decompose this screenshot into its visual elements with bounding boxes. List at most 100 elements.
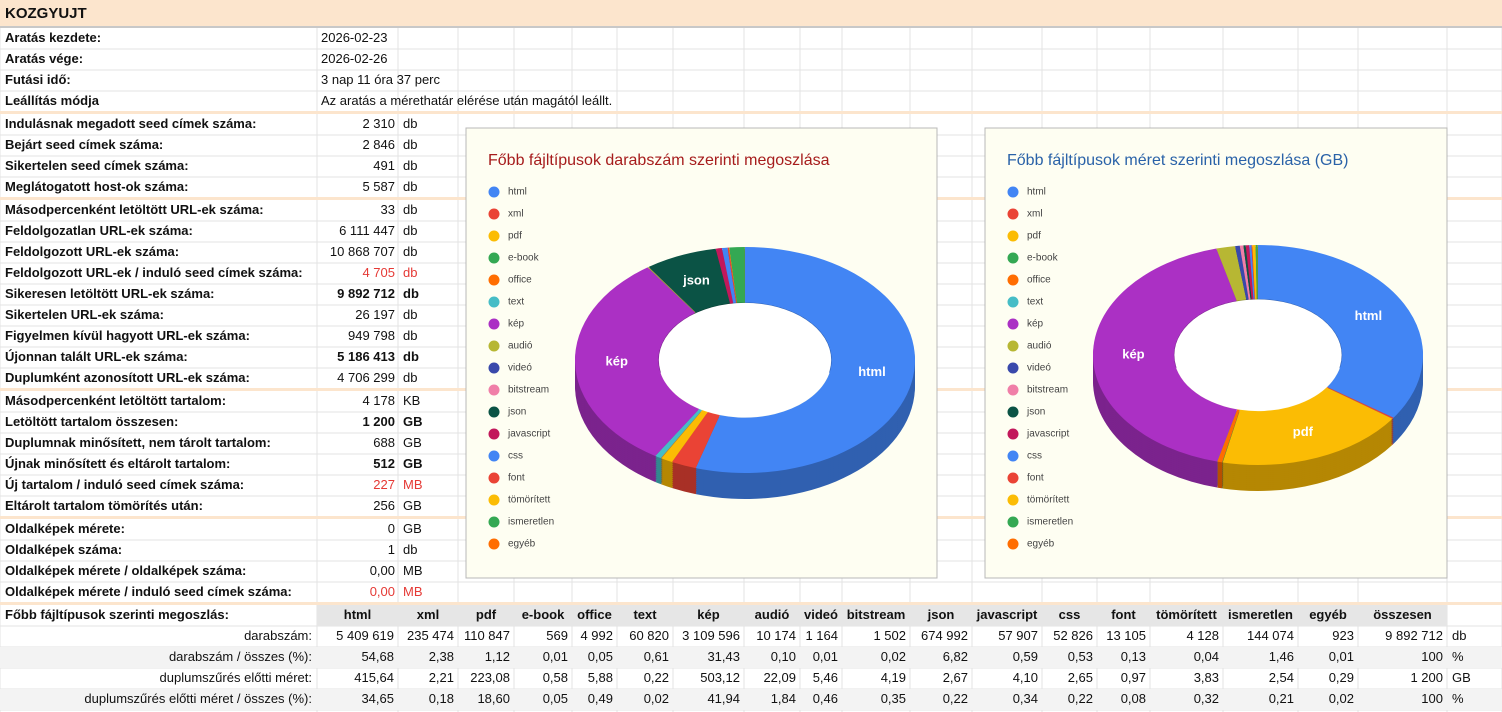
cell-value: 1 502 xyxy=(873,628,906,643)
slice xyxy=(727,247,737,303)
legend-swatch xyxy=(488,318,500,330)
legend-label: office xyxy=(508,275,532,286)
cell-value: 0,22 xyxy=(943,691,968,706)
cell-value: 54,68 xyxy=(361,649,394,664)
cell-value: 0,49 xyxy=(588,691,613,706)
stat-label: Sikeresen letöltött URL-ek száma: xyxy=(5,286,215,301)
legend-label: html xyxy=(1027,187,1046,198)
header-border xyxy=(0,26,1502,28)
slice xyxy=(661,410,708,463)
legend-swatch xyxy=(1007,296,1019,308)
cell-value: 2,65 xyxy=(1068,670,1093,685)
slice xyxy=(661,410,703,459)
slice-label: json xyxy=(682,272,710,287)
cell-value: 0,02 xyxy=(644,691,669,706)
cell-value: 0,53 xyxy=(1068,649,1093,664)
slice xyxy=(1258,245,1423,418)
slice-label: html xyxy=(858,364,885,379)
legend-label: kép xyxy=(508,319,525,330)
legend-label: e-book xyxy=(1027,253,1059,264)
cell-value: 0,02 xyxy=(881,649,906,664)
cell-value: 9 892 712 xyxy=(1385,628,1443,643)
legend-label: tömörített xyxy=(508,495,550,506)
donut-hole xyxy=(1174,299,1342,411)
cell-value: 0,35 xyxy=(881,691,906,706)
cell-value: 41,94 xyxy=(707,691,740,706)
legend-swatch xyxy=(1007,252,1019,264)
legend-label: office xyxy=(1027,275,1051,286)
legend-label: videó xyxy=(1027,363,1051,374)
legend-swatch xyxy=(1007,318,1019,330)
legend-swatch xyxy=(488,340,500,352)
cell-value: 18,60 xyxy=(477,691,510,706)
legend-label: javascript xyxy=(507,429,550,440)
slice-label: kép xyxy=(1122,347,1144,362)
cell-value: 0,22 xyxy=(644,670,669,685)
cell-value: 0,01 xyxy=(813,649,838,664)
cell-value: 0,13 xyxy=(1121,649,1146,664)
cell-value: 0,59 xyxy=(1013,649,1038,664)
stat-value: 0,00 xyxy=(370,584,395,599)
stat-label: Újonnan talált URL-ek száma: xyxy=(5,349,188,364)
slice xyxy=(721,247,737,303)
slice xyxy=(1235,245,1249,300)
legend-swatch xyxy=(488,274,500,286)
legend-swatch xyxy=(488,296,500,308)
slice xyxy=(1222,387,1393,466)
slice xyxy=(660,410,703,459)
legend-label: egyéb xyxy=(1027,539,1055,550)
stat-unit: db xyxy=(403,137,417,152)
stat-unit: db xyxy=(403,179,417,194)
cell-value: 4 992 xyxy=(580,628,613,643)
slice-label: pdf xyxy=(1293,424,1314,439)
stat-value: 949 798 xyxy=(348,328,395,343)
legend-label: font xyxy=(1027,473,1044,484)
stat-label: Bejárt seed címek száma: xyxy=(5,137,163,152)
stat-label: Duplumként azonosított URL-ek száma: xyxy=(5,370,250,385)
stat-label: Letöltött tartalom összesen: xyxy=(5,414,178,429)
legend-swatch xyxy=(1007,494,1019,506)
column-header: css xyxy=(1059,607,1081,622)
cell-value: 110 847 xyxy=(464,628,510,643)
info-value: 2026-02-23 xyxy=(321,30,388,45)
column-header: pdf xyxy=(476,607,497,622)
stat-label: Feldolgozott URL-ek száma: xyxy=(5,244,179,259)
cell-value: 1 164 xyxy=(805,628,838,643)
legend-label: css xyxy=(1027,451,1042,462)
legend-swatch xyxy=(488,252,500,264)
legend-label: ismeretlen xyxy=(508,517,554,528)
legend-label: html xyxy=(508,187,527,198)
column-header: egyéb xyxy=(1309,607,1347,622)
cell-value: 3 109 596 xyxy=(682,628,740,643)
row-label: darabszám: xyxy=(244,628,312,643)
info-value: 2026-02-26 xyxy=(321,51,388,66)
slice xyxy=(728,247,737,303)
cell-value: 223,08 xyxy=(470,670,510,685)
legend-label: text xyxy=(508,297,524,308)
stat-label: Másodpercenként letöltött URL-ek száma: xyxy=(5,202,264,217)
legend-swatch xyxy=(488,406,500,418)
column-header: html xyxy=(344,607,371,622)
legend-label: kép xyxy=(1027,319,1044,330)
info-label: Leállítás módja xyxy=(5,93,100,108)
stat-unit: db xyxy=(403,116,417,131)
legend-label: css xyxy=(508,451,523,462)
cell-value: 4,10 xyxy=(1013,670,1038,685)
cell-value: 0,08 xyxy=(1121,691,1146,706)
stat-unit: MB xyxy=(403,477,423,492)
stat-label: Oldalképek mérete / induló seed címek sz… xyxy=(5,584,292,599)
slice xyxy=(1245,245,1254,300)
legend-swatch xyxy=(1007,186,1019,198)
cell-value: 2,21 xyxy=(429,670,454,685)
cell-value: 0,32 xyxy=(1194,691,1219,706)
stat-unit: GB xyxy=(403,456,423,471)
cell-value: 503,12 xyxy=(700,670,740,685)
slice xyxy=(648,266,696,313)
legend-label: videó xyxy=(508,363,532,374)
slice xyxy=(695,247,915,474)
stat-value: 4 706 299 xyxy=(337,370,395,385)
column-header: text xyxy=(633,607,657,622)
cell-value: 13 105 xyxy=(1106,628,1146,643)
stat-unit: db xyxy=(403,328,417,343)
column-header: bitstream xyxy=(847,607,906,622)
